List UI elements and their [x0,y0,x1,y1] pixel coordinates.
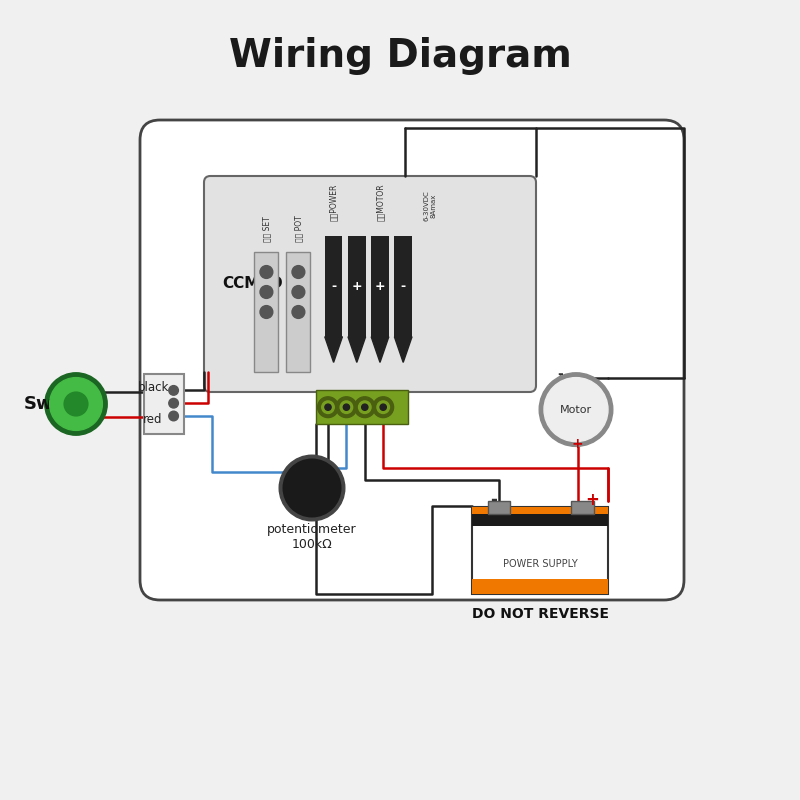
Bar [325,236,342,337]
Text: CCM5D: CCM5D [222,277,283,291]
Polygon shape [371,337,389,362]
Circle shape [50,378,102,430]
Polygon shape [394,337,412,362]
Circle shape [377,401,390,414]
Circle shape [283,459,341,517]
Text: black: black [138,381,169,394]
Text: DO NOT REVERSE: DO NOT REVERSE [471,607,609,622]
Bar [472,579,608,594]
Text: 旋鈕 POT: 旋鈕 POT [294,215,303,242]
Text: POWER SUPPLY: POWER SUPPLY [502,559,578,569]
Text: Motor: Motor [560,405,592,414]
Bar [472,507,608,594]
Text: -: - [557,367,563,382]
Bar [348,236,366,337]
Text: 6-30VDC
8Amax: 6-30VDC 8Amax [424,190,437,221]
Circle shape [373,397,394,418]
Text: -: - [401,280,406,293]
Circle shape [362,404,368,410]
Circle shape [292,286,305,298]
Bar [286,252,310,372]
Polygon shape [325,337,342,362]
FancyBboxPatch shape [140,120,684,600]
Text: 电机MOTOR: 电机MOTOR [375,183,385,221]
Circle shape [260,266,273,278]
Circle shape [322,401,334,414]
Text: 100kΩ: 100kΩ [292,538,332,550]
Circle shape [169,386,178,395]
Text: Switch: Switch [24,395,92,413]
Circle shape [64,392,88,416]
Circle shape [318,397,338,418]
Bar [371,236,389,337]
Circle shape [325,404,331,410]
Circle shape [380,404,386,410]
Circle shape [169,398,178,408]
Bar [394,236,412,337]
Circle shape [336,397,357,418]
Text: +: + [351,280,362,293]
Bar [254,252,278,372]
Circle shape [260,286,273,298]
Circle shape [340,401,353,414]
Text: 电源POWER: 电源POWER [329,183,338,221]
Circle shape [292,266,305,278]
Circle shape [354,397,375,418]
Text: +: + [585,491,599,509]
Circle shape [343,404,350,410]
Circle shape [260,306,273,318]
Circle shape [45,373,107,435]
Circle shape [544,378,608,442]
Bar [488,501,510,514]
Text: 开关 SET: 开关 SET [262,216,271,242]
Polygon shape [348,337,366,362]
Text: potentiometer: potentiometer [267,523,357,536]
Text: -: - [490,491,497,509]
Bar [571,501,594,514]
Text: +: + [374,280,386,293]
Text: +: + [572,437,583,451]
Text: -: - [331,280,336,293]
Bar [472,514,608,526]
Circle shape [169,411,178,421]
Circle shape [292,306,305,318]
FancyBboxPatch shape [204,176,536,392]
Text: Wiring Diagram: Wiring Diagram [229,37,571,75]
Circle shape [358,401,371,414]
Bar [316,390,408,424]
Circle shape [279,455,345,521]
Bar [144,374,184,434]
Bar [472,507,608,526]
Text: red: red [142,413,162,426]
Circle shape [539,373,613,446]
